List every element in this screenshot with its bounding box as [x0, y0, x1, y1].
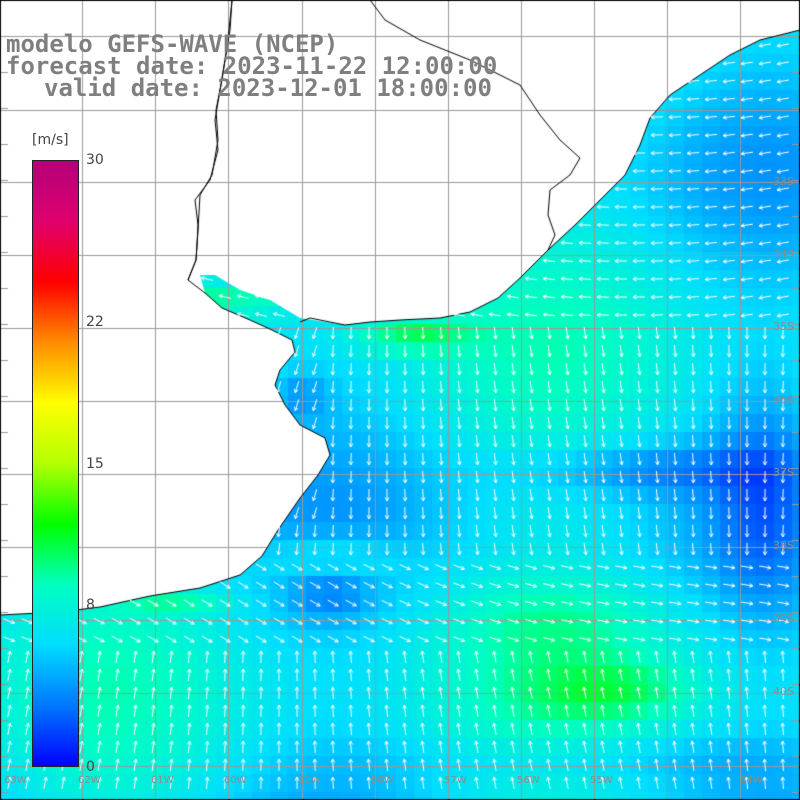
colorbar-tick-0: 0	[86, 759, 95, 775]
lon-label-62W: 62W	[78, 775, 101, 786]
lat-label-36S: 36S	[773, 393, 794, 406]
lat-label-35S: 35S	[773, 320, 794, 333]
lon-label-54W: 54W	[740, 775, 763, 786]
colorbar-tick-22: 22	[86, 313, 104, 330]
lon-label-56W: 56W	[517, 775, 540, 786]
lon-label-57W: 57W	[444, 775, 467, 786]
lon-label-60W: 60W	[224, 775, 247, 786]
colorbar-tick-15: 15	[86, 455, 104, 472]
lon-label-61W: 61W	[151, 775, 174, 786]
lat-label-37S: 37S	[773, 466, 794, 479]
forecast-date: forecast date: 2023-11-22 12:00:00	[6, 52, 498, 80]
lat-label-39S: 39S	[773, 612, 794, 625]
lon-label-59W: 59W	[298, 775, 321, 786]
lon-label-55W: 55W	[590, 775, 613, 786]
colorbar-unit: [m/s]	[32, 132, 69, 148]
valid-date: valid date: 2023-12-01 18:00:00	[44, 74, 492, 102]
lat-label-33S: 33S	[773, 175, 794, 188]
lat-label-38S: 38S	[773, 539, 794, 552]
colorbar-tick-30: 30	[86, 152, 104, 168]
colorbar	[32, 160, 79, 767]
colorbar-tick-8: 8	[86, 597, 95, 614]
lon-label-58W: 58W	[371, 775, 394, 786]
lon-label-63W: 63W	[4, 775, 27, 786]
lat-label-34S: 34S	[773, 248, 794, 261]
lat-label-40S: 40S	[773, 685, 794, 698]
model-title: modelo GEFS-WAVE (NCEP)	[6, 30, 339, 58]
